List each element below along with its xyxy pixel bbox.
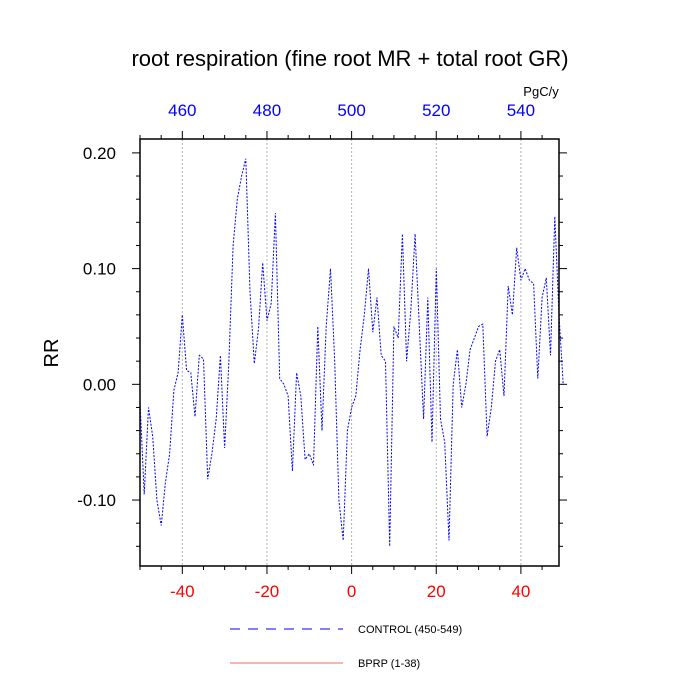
x-tick-label-top: 480 — [253, 101, 281, 120]
y-tick-label: 0.10 — [83, 260, 116, 279]
x-tick-label-bottom: -20 — [255, 582, 280, 601]
chart-title: root respiration (fine root MR + total r… — [131, 46, 568, 71]
x-tick-label-bottom: 40 — [511, 582, 530, 601]
legend-label: BPRP (1-38) — [358, 658, 420, 670]
x-tick-label-top: 520 — [422, 101, 450, 120]
legend-label: CONTROL (450-549) — [358, 624, 462, 636]
y-axis-label: RR — [41, 339, 63, 368]
x-tick-label-top: 460 — [168, 101, 196, 120]
x-tick-label-top: 540 — [507, 101, 535, 120]
x-tick-label-bottom: 20 — [427, 582, 446, 601]
y-tick-label: 0.00 — [83, 375, 116, 394]
axis-layer: -40 -20 0 20 40 460 480 500 520 540 -0.10 0.00 0.10 0… — [77, 101, 567, 601]
units-label: PgC/y — [523, 84, 559, 99]
series-layer — [139, 158, 564, 547]
series-line-0 — [139, 158, 564, 547]
x-tick-label-top: 500 — [337, 101, 365, 120]
y-tick-label: -0.10 — [77, 491, 116, 510]
legend: CONTROL (450-549) BPRP (1-38) — [230, 624, 462, 670]
x-tick-label-bottom: -40 — [170, 582, 195, 601]
y-tick-label: 0.20 — [83, 144, 116, 163]
plot-frame — [139, 138, 560, 567]
vertical-gridlines — [181, 139, 522, 566]
x-tick-label-bottom: 0 — [347, 582, 356, 601]
